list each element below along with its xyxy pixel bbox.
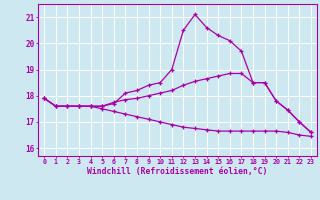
X-axis label: Windchill (Refroidissement éolien,°C): Windchill (Refroidissement éolien,°C) <box>87 167 268 176</box>
